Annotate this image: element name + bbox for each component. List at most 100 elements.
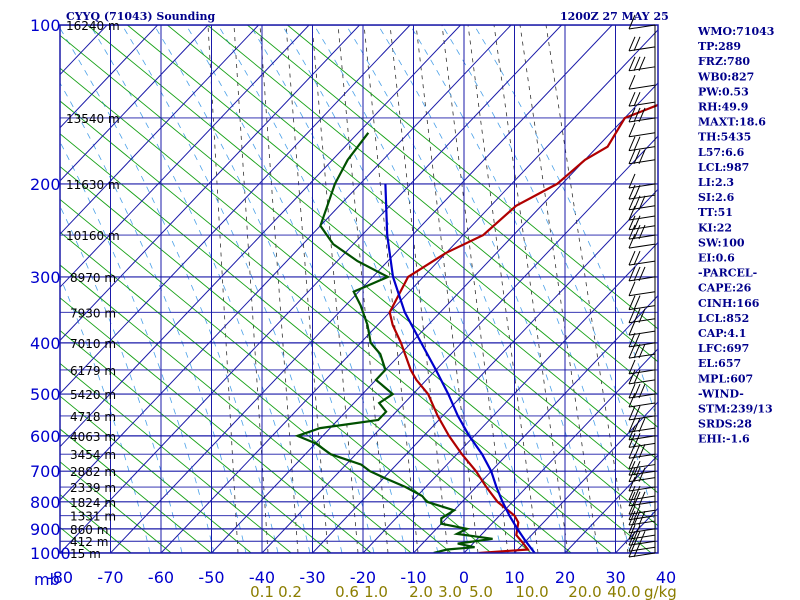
pressure-unit-label: mb [34, 570, 60, 589]
index-item: WMO:71043 [697, 25, 774, 38]
wind-barb-feather [638, 467, 646, 482]
wind-barb-feather [628, 343, 636, 359]
wind-barb-feather [628, 149, 636, 164]
wind-barb [628, 369, 656, 385]
temperature-tick-label: -50 [198, 568, 224, 587]
index-item: EHI:-1.6 [698, 433, 750, 446]
temperature-tick-label: 20 [555, 568, 575, 587]
wind-barb [628, 510, 656, 526]
dry-adiabat [286, 25, 658, 330]
height-label: 4718 m [70, 410, 116, 424]
wind-barb-shaft [628, 540, 656, 546]
wind-barb-feather [628, 173, 636, 189]
wind-barb-feather [628, 417, 636, 433]
wind-barb [628, 36, 656, 52]
mixing-ratio-label: 3.0 [438, 583, 462, 600]
wind-barb-feather [628, 224, 636, 240]
dry-adiabat [60, 461, 172, 553]
wind-barb-shaft [628, 101, 656, 107]
wind-barb-feather [638, 195, 646, 210]
dry-adiabat [60, 395, 252, 553]
wind-barb [628, 308, 656, 324]
wind-barb-feather [633, 136, 641, 151]
wind-barb [628, 107, 656, 123]
wind-barb-shaft [628, 117, 656, 123]
chart-title: CYYQ (71043) Sounding [66, 10, 216, 23]
wind-barb-feather [633, 369, 641, 385]
isotherm [60, 25, 461, 448]
temperature-tick-label: 0 [459, 568, 469, 587]
height-label: 7010 m [70, 337, 116, 351]
wind-barb-shaft [628, 520, 656, 526]
index-item: TT:51 [698, 206, 733, 219]
mixing-ratio-line [415, 25, 479, 553]
wind-barb-feather [628, 536, 636, 552]
wind-barb-feather [628, 433, 636, 448]
wind-barb-feather [628, 542, 636, 558]
dry-adiabat [60, 494, 132, 553]
pressure-tick-label: 800 [30, 493, 61, 512]
height-label: 13540 m [66, 112, 120, 126]
temperature-tick-label: -80 [47, 568, 73, 587]
wind-barb-feather [633, 36, 641, 52]
wind-barb-shaft [628, 435, 656, 441]
pressure-tick-label: 200 [30, 175, 61, 194]
index-item: FRZ:780 [698, 55, 750, 68]
wind-barb-feather [628, 491, 636, 507]
temperature-tick-label: 10 [504, 568, 524, 587]
wind-barb-shaft [628, 427, 656, 433]
dry-adiabat [0, 19, 20, 593]
data-layer [294, 103, 658, 553]
pressure-tick-label: 900 [30, 520, 61, 539]
wind-barb [628, 266, 656, 282]
wind-barb-shaft [628, 66, 656, 72]
wind-barb [628, 425, 656, 441]
wind-barb-feather [633, 308, 641, 323]
mixing-ratio-line [337, 25, 389, 553]
wind-barb-feather [633, 266, 641, 282]
wind-barb-feather [628, 524, 636, 540]
wind-barb [628, 542, 656, 558]
wind-barb-feather [628, 295, 636, 310]
wind-barb-feather [628, 36, 636, 52]
moist-adiabat [60, 276, 151, 553]
wind-barb-shaft [628, 24, 656, 30]
wind-barb-feather [638, 491, 646, 507]
index-item: CAPE:26 [698, 282, 752, 295]
moist-adiabat [409, 25, 631, 553]
wind-barb-feather [633, 250, 641, 266]
grid-layer [0, 19, 658, 593]
wind-barb [628, 122, 656, 138]
wind-barb [628, 250, 656, 266]
wind-barb-shaft [628, 46, 656, 52]
wind-barb [628, 491, 656, 507]
index-item: -WIND- [698, 387, 744, 400]
wind-barb-feather [633, 107, 641, 123]
wind-barb-shaft [628, 464, 656, 470]
dry-adiabat [60, 166, 532, 553]
wind-barb-feather [633, 531, 641, 546]
index-item: EL:657 [698, 357, 741, 370]
mixing-ratio-line [285, 25, 329, 553]
mixing-ratio-label: 1.0 [364, 583, 388, 600]
wind-barb-feather [633, 224, 641, 240]
isotherm [60, 25, 360, 342]
index-item: MPL:607 [698, 372, 753, 385]
wind-barb-shaft [628, 291, 656, 297]
wind-barb [628, 536, 656, 552]
temperature-tick-label: 40 [656, 568, 676, 587]
wind-barb-feather [628, 531, 636, 546]
wind-barb-feather [628, 444, 636, 459]
wind-barb-feather [628, 369, 636, 385]
wind-barb [628, 518, 656, 534]
wind-barb-feather [633, 467, 641, 482]
wind-barb-shaft [628, 552, 656, 558]
index-item: WB0:827 [697, 70, 754, 83]
mixing-ratio-label: 5.0 [469, 583, 493, 600]
series-parcel-line [384, 183, 536, 553]
index-item: STM:239/13 [698, 403, 773, 416]
index-item: RH:49.9 [698, 101, 748, 114]
indices-panel: WMO:71043 TP:289 FRZ:780 WB0:827 PW:0.53 RH:4… [697, 25, 774, 446]
index-item: MAXT:18.6 [698, 116, 766, 129]
